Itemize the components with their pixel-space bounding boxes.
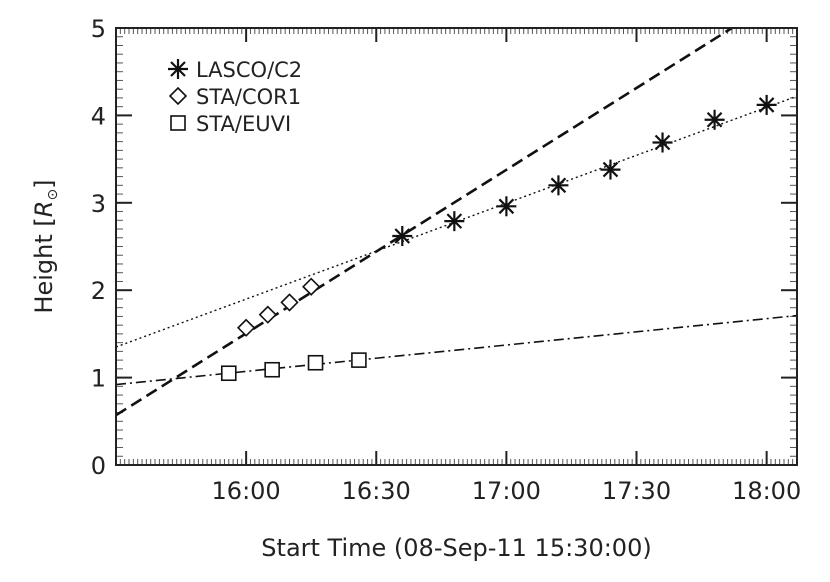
- y-axis-title-suffix: ]: [30, 179, 58, 188]
- y-axis-title-prefix: Height [: [30, 217, 58, 313]
- point-asterisk: [704, 109, 725, 130]
- x-tick-labels: 16:00 16:30 17:00 17:30 18:00: [212, 477, 802, 505]
- point-square: [220, 365, 237, 382]
- x-tick-label: 16:30: [342, 477, 411, 505]
- fit-line-dotted: [116, 95, 797, 348]
- point-diamond: [280, 293, 299, 312]
- point-asterisk: [600, 159, 621, 180]
- y-tick-label: 5: [91, 15, 106, 43]
- y-tick-label: 0: [91, 452, 106, 480]
- y-tick-labels: 0 1 2 3 4 5: [91, 15, 106, 480]
- y-tick-label: 2: [91, 277, 106, 305]
- legend-label: STA/COR1: [196, 85, 301, 109]
- point-asterisk: [652, 132, 673, 153]
- point-square: [307, 354, 324, 371]
- y-tick-label: 3: [91, 190, 106, 218]
- y-axis-title-sun-symbol: ⊙: [45, 189, 61, 201]
- point-diamond: [258, 305, 277, 324]
- y-axis-title-symbol: R: [30, 201, 58, 218]
- point-asterisk: [392, 226, 413, 247]
- y-tick-label: 1: [91, 365, 106, 393]
- x-tick-label: 18:00: [732, 477, 801, 505]
- data-points: [220, 94, 777, 382]
- legend-marker-diamond: [168, 86, 188, 106]
- point-diamond: [302, 277, 321, 296]
- point-square: [351, 352, 367, 368]
- legend: LASCO/C2 STA/COR1 STA/EUVI: [168, 58, 302, 136]
- fit-line-dash-dot: [116, 314, 797, 386]
- legend-label: LASCO/C2: [196, 58, 302, 82]
- x-tick-label: 17:00: [472, 477, 541, 505]
- legend-marker-square: [170, 115, 186, 131]
- fit-line-dashed: [116, 28, 733, 417]
- point-diamond: [236, 318, 256, 337]
- legend-label: STA/EUVI: [196, 112, 291, 136]
- x-axis-title: Start Time (08-Sep-11 15:30:00): [261, 534, 651, 562]
- y-tick-label: 4: [91, 102, 106, 130]
- plot-frame: [115, 27, 798, 466]
- point-asterisk: [548, 175, 569, 196]
- x-tick-label: 16:00: [212, 477, 281, 505]
- point-asterisk: [756, 94, 777, 115]
- y-axis-title: Height [R⊙]: [30, 179, 61, 313]
- point-asterisk: [496, 196, 517, 217]
- major-ticks: [116, 27, 797, 466]
- x-tick-label: 17:30: [602, 477, 671, 505]
- point-square: [264, 361, 280, 378]
- legend-marker-asterisk: [168, 59, 188, 79]
- point-asterisk: [444, 211, 465, 232]
